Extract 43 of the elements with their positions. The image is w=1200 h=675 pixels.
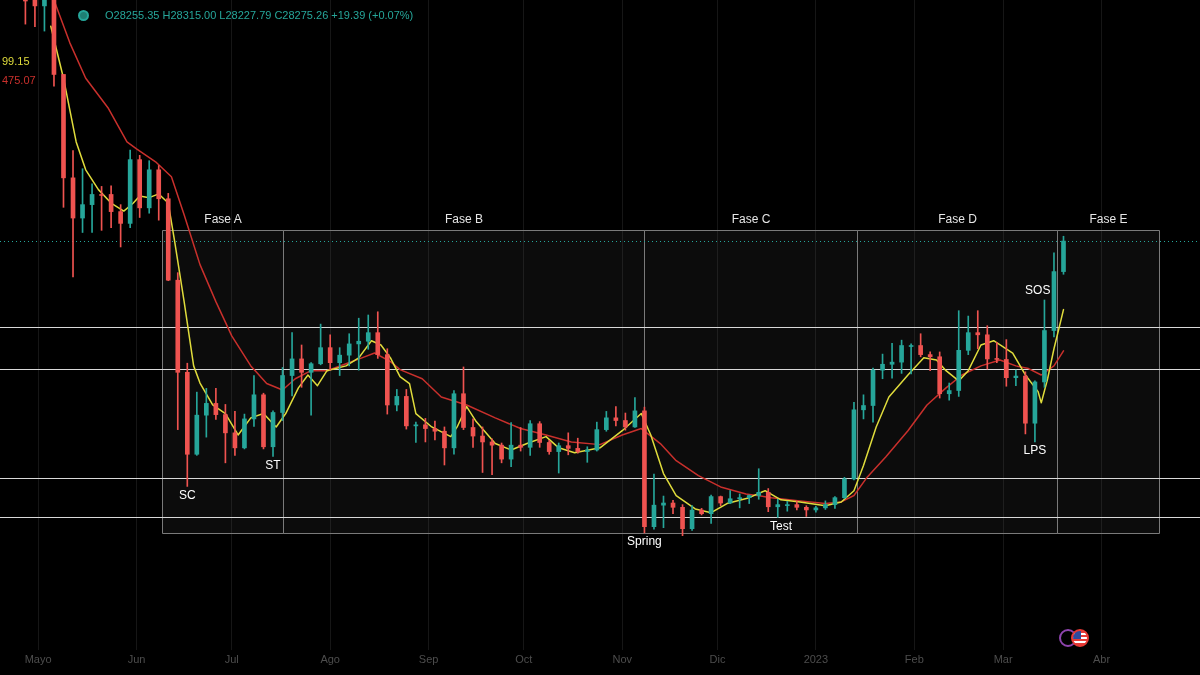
band-label: Fase A <box>204 211 242 226</box>
annotation: Spring <box>627 534 662 549</box>
candlestick <box>908 343 914 375</box>
annotation: Test <box>769 518 793 533</box>
candlestick <box>575 437 581 454</box>
band-label: Fase E <box>1089 211 1128 226</box>
candlestick <box>356 317 362 371</box>
x-tick-label: Mayo <box>24 653 52 666</box>
annotation: ST <box>265 457 282 472</box>
band-label: Fase C <box>731 211 771 226</box>
x-tick-label: Dic <box>709 653 726 666</box>
annotation: O28255.35 H28315.00 L28227.79 C28275.26 +19.39 (+0.07%) <box>105 9 414 22</box>
band-label: Fase B <box>444 211 484 226</box>
candlestick <box>413 421 419 443</box>
annotation: SC <box>178 487 196 502</box>
x-tick-label: Oct <box>515 653 533 666</box>
candlestick <box>756 468 762 500</box>
x-tick-label: Sep <box>418 653 439 666</box>
x-tick-label: Mar <box>993 653 1013 666</box>
x-tick-label: Abr <box>1093 653 1111 666</box>
candlestick <box>889 343 895 379</box>
x-tick-label: Ago <box>320 653 340 666</box>
candlestick <box>556 442 562 474</box>
candlestick <box>775 498 781 518</box>
x-tick-label: 2023 <box>803 653 829 666</box>
annotation: 475.07 <box>2 74 36 87</box>
x-tick-label: Jun <box>127 653 146 666</box>
candlestick <box>784 501 790 512</box>
band-label: Fase D <box>938 211 978 226</box>
x-tick-label: Feb <box>904 653 924 666</box>
candlestick <box>927 351 933 372</box>
x-tick-label: Jul <box>224 653 239 666</box>
candlestick <box>975 310 981 350</box>
x-tick-label: Nov <box>612 653 633 666</box>
candlestick <box>432 420 438 441</box>
annotation: 99.15 <box>2 55 30 68</box>
candlestick <box>994 341 1000 363</box>
candlestick <box>584 446 590 463</box>
candlestick <box>308 362 314 416</box>
annotation: SOS <box>1025 283 1051 298</box>
annotation: LPS <box>1023 443 1047 458</box>
candlestick <box>737 493 743 509</box>
candlestick <box>565 432 571 456</box>
